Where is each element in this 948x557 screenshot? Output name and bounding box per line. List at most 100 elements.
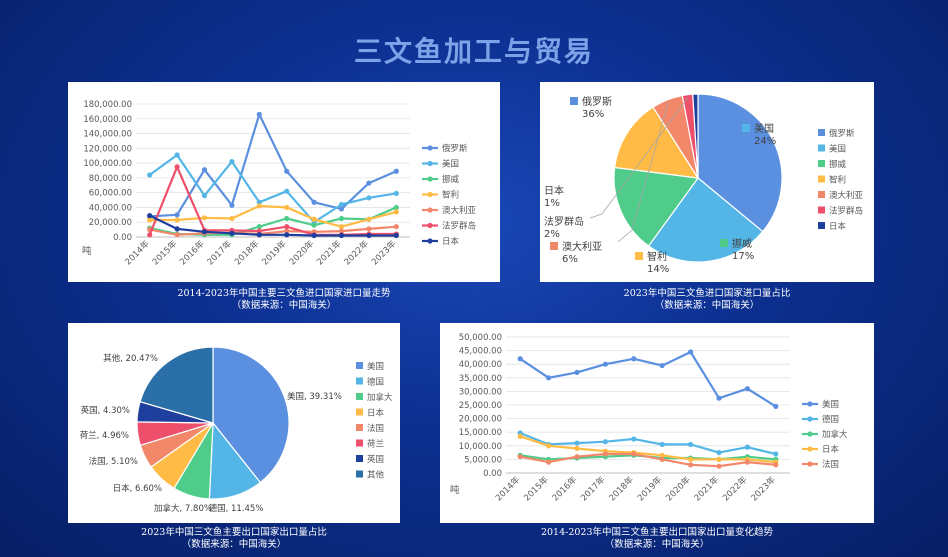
data-point bbox=[659, 456, 665, 462]
caption-title: 2014-2023年中国三文鱼主要出口国家出口量变化趋势 bbox=[540, 527, 774, 538]
slice-value: 1% bbox=[544, 198, 560, 209]
data-point bbox=[174, 217, 180, 223]
data-point bbox=[688, 349, 694, 355]
legend-label: 日本 bbox=[442, 236, 460, 247]
data-point bbox=[517, 356, 523, 362]
pie-slice bbox=[647, 177, 764, 263]
slice-value: 17% bbox=[732, 251, 754, 262]
y-tick-label: 5,000.00 bbox=[464, 455, 502, 465]
slice-name: 智利 bbox=[647, 250, 667, 263]
legend-swatch bbox=[356, 470, 363, 478]
legend-label: 荷兰 bbox=[367, 439, 384, 450]
data-point bbox=[147, 232, 153, 238]
data-point bbox=[338, 215, 345, 222]
export-share-panel: 美国, 39.31% 美国 德国, 11.45% 德国 加拿大, 7.80% 加拿大 日本,… bbox=[68, 323, 400, 523]
x-tick-label: 2018年 bbox=[232, 238, 261, 267]
y-tick-label: 45,000.00 bbox=[459, 347, 502, 357]
data-point bbox=[229, 202, 235, 208]
legend-marker bbox=[427, 222, 433, 229]
label-swatch bbox=[720, 239, 728, 247]
y-tick-label: 40,000.00 bbox=[89, 203, 132, 213]
legend-label: 加拿大 bbox=[822, 429, 848, 440]
page-title: 三文鱼加工与贸易 bbox=[353, 35, 594, 68]
export-share-caption: 2023年中国三文鱼主要出口国家出口量占比 （数据来源：中国海关） bbox=[68, 527, 400, 551]
pie-slice bbox=[692, 93, 699, 179]
legend-marker bbox=[427, 176, 433, 182]
slice-name: 挪威 bbox=[732, 237, 752, 250]
data-point bbox=[574, 369, 580, 375]
slice-name: 美国 bbox=[754, 122, 774, 135]
import-trend-chart: 0.00 20,000.00 40,000.00 60,000.00 80,000.00… bbox=[82, 100, 477, 267]
slice-label: 荷兰, 4.96% bbox=[80, 430, 129, 441]
slice-label: 法国, 5.10% bbox=[89, 456, 138, 467]
data-point bbox=[602, 361, 608, 367]
import-share-panel: 俄罗斯 36% 俄罗斯 美国 24% 美国 挪威 17% 挪威 智利 14% 智利 澳大利亚 6% 澳大利亚… bbox=[532, 82, 874, 282]
x-tick-label: 2015年 bbox=[150, 238, 179, 267]
data-point bbox=[338, 201, 345, 208]
data-point bbox=[716, 450, 722, 456]
legend-label: 澳大利亚 bbox=[829, 190, 864, 201]
legend-label: 日本 bbox=[822, 444, 840, 455]
y-tick-label: 120,000.00 bbox=[83, 144, 132, 154]
x-tick-label: 2017年 bbox=[578, 474, 607, 503]
data-point bbox=[229, 159, 235, 165]
export-trend-caption: 2014-2023年中国三文鱼主要出口国家出口量变化趋势 （数据来源：中国海关） bbox=[440, 527, 874, 551]
data-point bbox=[393, 224, 399, 230]
slice-value: 24% bbox=[754, 136, 776, 147]
legend-marker bbox=[807, 461, 813, 467]
data-point bbox=[602, 451, 608, 457]
import-share-caption: 2023年中国三文鱼进口国家进口量占比 （数据来源：中国海关） bbox=[540, 288, 874, 312]
legend-marker bbox=[427, 238, 433, 244]
y-tick-label: 25,000.00 bbox=[459, 401, 502, 411]
data-point bbox=[284, 168, 290, 174]
x-tick-label: 2020年 bbox=[287, 238, 316, 267]
y-tick-label: 0.00 bbox=[113, 233, 132, 243]
legend-swatch bbox=[356, 424, 363, 431]
legend-label: 俄罗斯 bbox=[442, 143, 468, 154]
slice-value: 36% bbox=[582, 109, 604, 120]
data-point bbox=[256, 224, 262, 230]
legend-label: 智利 bbox=[442, 190, 459, 201]
data-point bbox=[338, 228, 345, 234]
data-point bbox=[631, 436, 637, 442]
legend-swatch bbox=[818, 175, 825, 183]
data-point bbox=[574, 454, 580, 460]
data-point bbox=[744, 459, 750, 465]
data-point bbox=[311, 216, 317, 222]
data-point bbox=[174, 226, 180, 232]
y-tick-label: 160,000.00 bbox=[83, 115, 132, 125]
slice-label: 日本, 6.60% bbox=[113, 483, 162, 494]
data-point bbox=[688, 462, 694, 468]
caption-source: （数据来源：中国海关） bbox=[181, 539, 287, 550]
data-point bbox=[338, 206, 345, 212]
label-swatch bbox=[742, 124, 750, 132]
legend-label: 美国 bbox=[367, 361, 384, 372]
legend-label: 挪威 bbox=[442, 174, 460, 185]
caption-source: （数据来源：中国海关） bbox=[604, 539, 710, 550]
data-point bbox=[284, 204, 290, 211]
import-trend-panel: 0.00 20,000.00 40,000.00 60,000.00 80,000.00… bbox=[68, 82, 500, 282]
slice-name: 澳大利亚 bbox=[562, 240, 602, 253]
slice-label: 美国, 39.31% bbox=[287, 391, 342, 402]
legend-label: 德国 bbox=[367, 377, 384, 388]
legend-swatch bbox=[356, 455, 363, 462]
data-point bbox=[284, 215, 290, 222]
legend-swatch bbox=[356, 393, 363, 400]
legend-swatch bbox=[356, 362, 363, 369]
y-tick-label: 15,000.00 bbox=[459, 428, 502, 438]
series-line bbox=[519, 435, 777, 464]
legend-swatch bbox=[818, 129, 825, 136]
data-point bbox=[631, 356, 637, 362]
data-point bbox=[366, 232, 372, 239]
data-point bbox=[366, 195, 372, 201]
legend-marker bbox=[807, 431, 813, 437]
series-line bbox=[519, 431, 777, 456]
data-point bbox=[366, 180, 372, 186]
legend-label: 法国 bbox=[822, 459, 839, 470]
caption-title: 2023年中国三文鱼主要出口国家出口量占比 bbox=[141, 527, 327, 538]
series-line bbox=[148, 153, 398, 224]
label-swatch bbox=[550, 242, 558, 250]
data-point bbox=[338, 224, 345, 230]
data-point bbox=[201, 229, 208, 235]
data-point bbox=[147, 217, 153, 223]
